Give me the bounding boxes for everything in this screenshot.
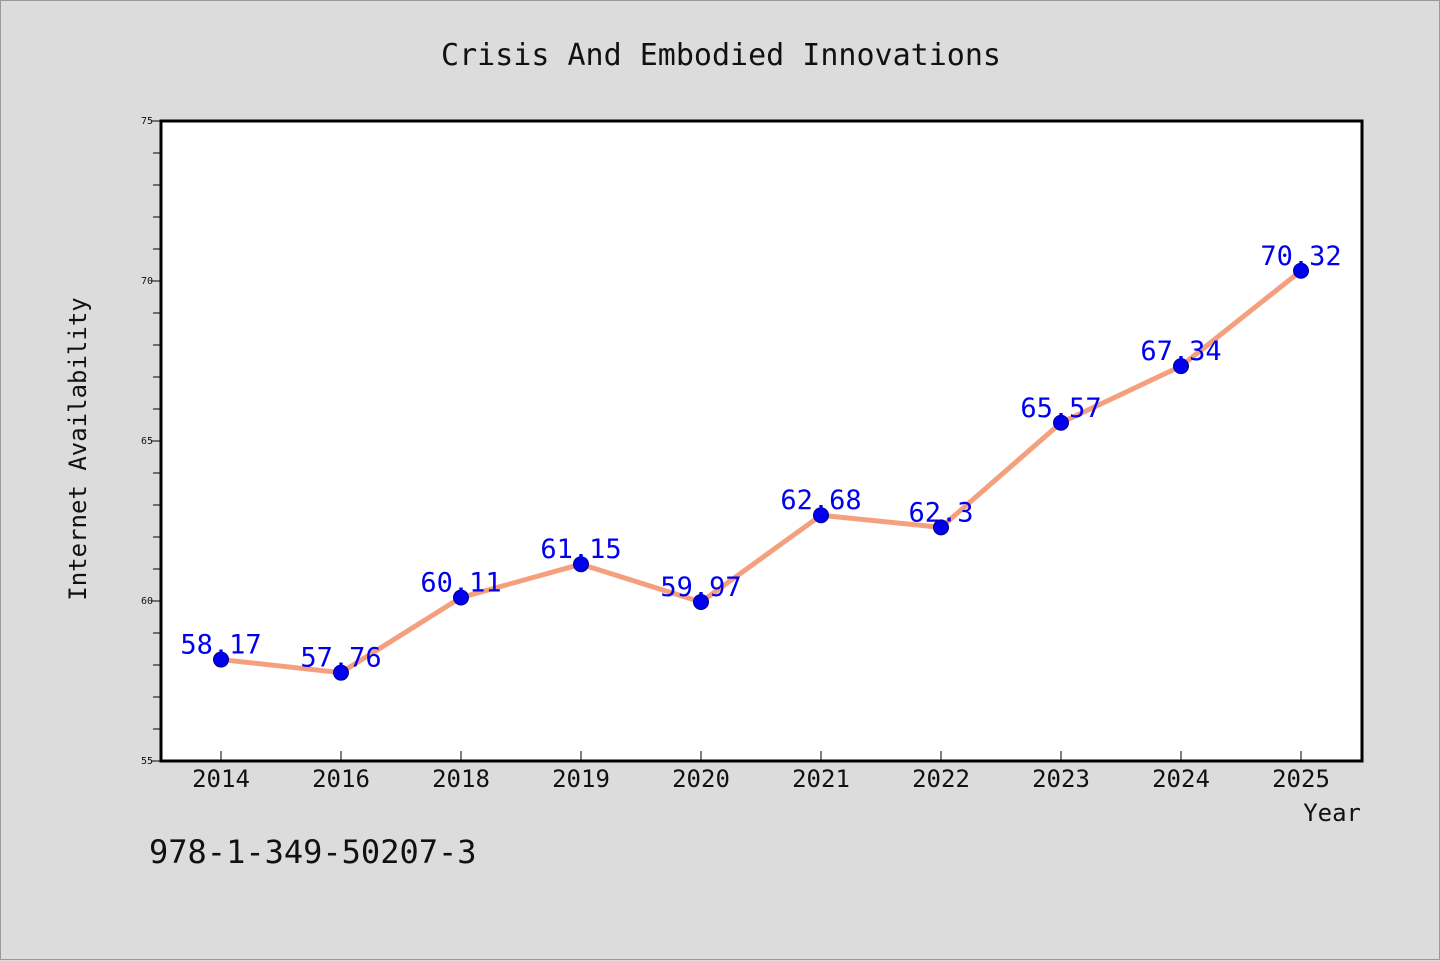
- x-tick-label: 2022: [912, 765, 970, 793]
- x-tick-label: 2016: [312, 765, 370, 793]
- data-label: 62.68: [780, 485, 861, 516]
- data-label: 58.17: [180, 630, 261, 661]
- x-axis-label: Year: [1303, 799, 1361, 827]
- x-tick-label: 2020: [672, 765, 730, 793]
- data-label: 67.34: [1140, 336, 1221, 367]
- data-label: 59.97: [660, 572, 741, 603]
- data-label: 60.11: [420, 567, 501, 598]
- data-point: [453, 589, 469, 606]
- y-tick-label: 70: [141, 276, 153, 287]
- plot-area: [159, 119, 1364, 763]
- data-point: [813, 507, 829, 524]
- y-tick-label: 55: [141, 756, 153, 767]
- data-label: 57.76: [300, 643, 381, 674]
- data-point: [1173, 358, 1189, 375]
- data-point: [213, 651, 229, 668]
- footer-code: 978-1-349-50207-3: [149, 833, 477, 871]
- x-tick-label: 2019: [552, 765, 610, 793]
- x-tick-label: 2024: [1152, 765, 1210, 793]
- data-label: 70.32: [1260, 241, 1341, 272]
- series-group: 58.17 57.76 60.11 61.15 59.97 62.68 62.3 65.57 6…: [180, 241, 1342, 681]
- y-axis-label: Internet Availability: [64, 297, 92, 600]
- y-tick-label: 60: [141, 596, 153, 607]
- chart-title: Crisis And Embodied Innovations: [441, 38, 1001, 73]
- data-label: 62.3: [908, 497, 973, 528]
- data-label: 65.57: [1020, 393, 1101, 424]
- data-point: [1293, 262, 1309, 279]
- data-label: 61.15: [540, 534, 621, 565]
- y-axis: 55 60 65 70 75: [141, 116, 161, 767]
- x-tick-label: 2021: [792, 765, 850, 793]
- x-tick-label: 2014: [192, 765, 250, 793]
- x-axis: 2014 2016 2018 2019 2020 2021 2022 2023 2024 2025: [192, 751, 1330, 793]
- data-point: [573, 556, 589, 573]
- data-point: [693, 593, 709, 610]
- y-tick-label: 75: [141, 116, 153, 127]
- x-tick-label: 2018: [432, 765, 490, 793]
- x-tick-label: 2023: [1032, 765, 1090, 793]
- data-point: [1053, 414, 1069, 431]
- data-point: [933, 519, 949, 536]
- y-tick-label: 65: [141, 436, 153, 447]
- data-point: [333, 664, 349, 681]
- series-line: [218, 268, 1304, 676]
- x-tick-label: 2025: [1272, 765, 1330, 793]
